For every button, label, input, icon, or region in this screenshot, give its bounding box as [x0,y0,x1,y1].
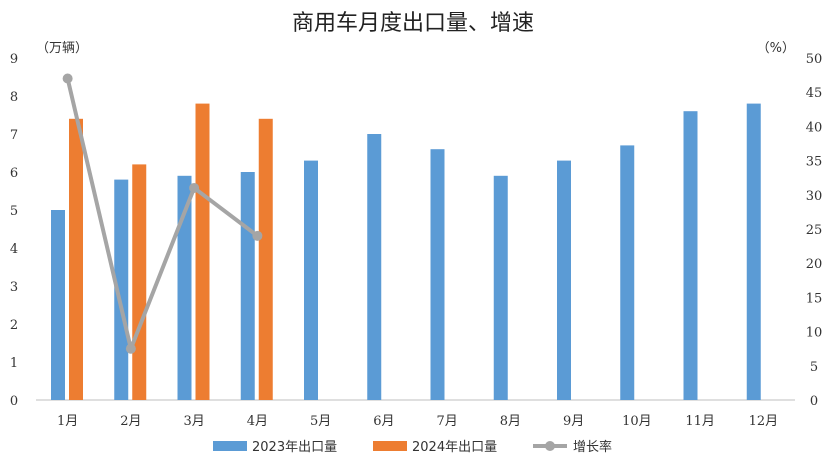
legend-swatch-2024 [373,441,407,451]
growth-line [65,78,259,351]
x-axis-ticks: 1月 2月 3月 4月 5月 6月 7月 8月 9月 10月 11月 12月 [57,414,778,429]
bar-2024 [258,118,273,401]
bar-2023 [620,145,635,400]
bar-2023 [683,111,698,400]
left-axis-ticks: 0 1 2 3 4 5 6 7 8 9 [10,52,18,409]
x-tick-label: 11月 [685,414,715,429]
right-tick-label: 25 [806,223,823,238]
right-tick-label: 30 [806,189,823,204]
growth-point [252,230,263,241]
growth-point [189,182,200,193]
growth-point [62,73,73,84]
x-tick-label: 7月 [436,414,457,429]
left-axis-unit: （万辆） [36,41,88,56]
legend-label-2023: 2023年出口量 [252,440,337,455]
x-tick-label: 3月 [183,414,204,429]
bar-2023 [114,179,129,400]
legend-marker-growth [545,441,555,451]
x-tick-label: 8月 [500,414,521,429]
chart-title: 商用车月度出口量、增速 [292,11,534,36]
left-tick-label: 1 [10,356,18,371]
x-tick-label: 4月 [247,414,268,429]
growth-line-layer [62,73,263,354]
left-tick-label: 6 [10,166,18,181]
right-tick-label: 50 [806,52,823,67]
legend-label-growth: 增长率 [573,439,612,455]
right-axis-unit: （%） [757,41,795,56]
bars [51,103,761,401]
bar-2023 [493,175,508,400]
x-tick-label: 2月 [120,414,141,429]
bar-2023 [51,210,65,400]
bar-2024 [195,103,210,400]
left-tick-label: 8 [10,90,18,105]
x-tick-label: 5月 [310,414,331,429]
left-tick-label: 4 [10,242,18,257]
right-tick-label: 15 [806,291,823,306]
x-tick-label: 9月 [563,414,584,429]
left-tick-label: 9 [10,52,18,67]
legend: 2023年出口量 2024年出口量 增长率 [213,439,612,455]
right-tick-label: 10 [806,326,823,341]
bar-2023 [430,149,445,400]
x-tick-label: 6月 [373,414,394,429]
left-tick-label: 0 [10,394,18,409]
left-tick-label: 7 [10,128,18,143]
x-tick-label: 12月 [749,414,779,429]
bar-2023 [367,134,382,400]
right-axis-ticks: 0 5 10 15 20 25 30 35 40 45 50 [806,52,823,409]
growth-point [125,343,136,354]
bar-2024 [132,164,147,400]
bar-2023 [177,175,192,400]
x-tick-label: 10月 [622,414,652,429]
bar-2023 [746,103,761,400]
legend-label-2024: 2024年出口量 [412,440,497,455]
bar-2023 [240,172,255,400]
bar-2023 [557,160,571,400]
right-tick-label: 5 [810,360,818,375]
left-tick-label: 3 [10,280,18,295]
right-tick-label: 35 [806,155,823,170]
left-tick-label: 5 [10,204,18,219]
x-tick-label: 1月 [57,414,78,429]
legend-swatch-2023 [213,441,247,451]
right-tick-label: 40 [806,120,823,135]
left-tick-label: 2 [10,318,18,333]
right-tick-label: 0 [810,394,818,409]
right-tick-label: 20 [806,257,823,272]
bar-2024 [69,118,83,401]
bar-2023 [304,160,318,400]
right-tick-label: 45 [806,86,823,101]
